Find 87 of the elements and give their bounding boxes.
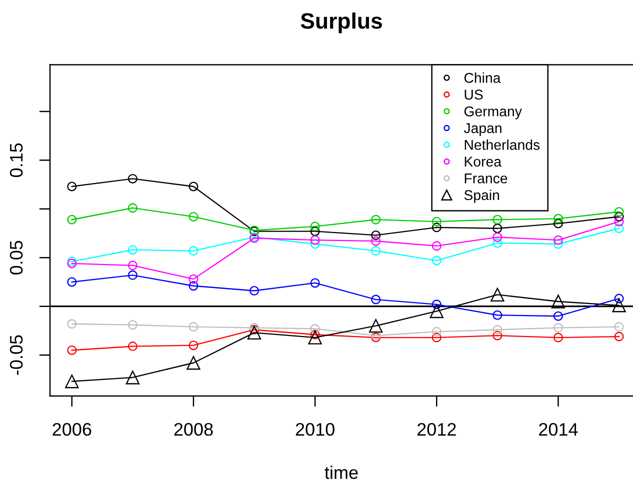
legend-label: Japan [464, 123, 502, 136]
point [492, 224, 502, 234]
point [67, 214, 77, 224]
point [308, 330, 322, 344]
point [247, 326, 262, 340]
point [371, 230, 381, 240]
x-tick-label: 2008 [174, 423, 213, 436]
point [310, 239, 320, 249]
point [371, 214, 381, 224]
point [492, 330, 502, 340]
point [188, 246, 198, 256]
y-tick-label: -0.05 [10, 335, 23, 375]
point [128, 203, 138, 213]
point [492, 232, 502, 242]
point [614, 332, 624, 342]
point [371, 246, 381, 256]
point [186, 356, 200, 370]
point [551, 294, 566, 308]
point [371, 236, 381, 246]
point [432, 326, 442, 336]
point [492, 324, 502, 334]
point [553, 214, 563, 224]
point [310, 235, 320, 245]
point [128, 270, 138, 280]
x-axis-title: time [324, 466, 358, 480]
point [65, 374, 79, 388]
x-tick-label: 2012 [417, 423, 456, 436]
point [126, 370, 140, 384]
point [614, 212, 624, 222]
point [553, 235, 563, 245]
point [553, 332, 563, 342]
point [432, 241, 442, 251]
point [67, 182, 77, 192]
point [310, 278, 320, 288]
point [430, 304, 444, 318]
legend-label: US [464, 90, 483, 100]
point [492, 214, 502, 224]
chart-title: Surplus [300, 12, 382, 34]
point [432, 222, 442, 232]
legend-label: China [464, 72, 501, 83]
point [553, 323, 563, 333]
point [310, 222, 320, 232]
point [188, 212, 198, 222]
point [432, 300, 442, 310]
y-tick-label: 0.05 [10, 240, 23, 274]
point [188, 274, 198, 284]
point [612, 298, 626, 312]
point [614, 322, 624, 332]
point [67, 277, 77, 287]
point [432, 256, 442, 266]
point [371, 294, 381, 304]
point [614, 216, 624, 226]
point [553, 311, 563, 321]
legend-label: France [464, 174, 508, 184]
point [614, 207, 624, 217]
point [614, 224, 624, 234]
point [310, 324, 320, 334]
x-tick-label: 2014 [539, 423, 578, 436]
point [188, 340, 198, 350]
y-tick-label: 0.15 [10, 143, 23, 178]
point [553, 218, 563, 228]
legend-label: Korea [464, 156, 502, 167]
point [128, 320, 138, 330]
point [188, 182, 198, 192]
legend-label: Spain [464, 190, 500, 203]
point [128, 174, 138, 184]
point [490, 288, 504, 302]
point [614, 294, 624, 304]
point [553, 239, 563, 249]
legend-label: Germany [464, 106, 522, 120]
point [188, 322, 198, 332]
point [188, 281, 198, 291]
point [128, 260, 138, 270]
legend-label: Netherlands [464, 139, 540, 150]
point [432, 216, 442, 226]
point [250, 286, 260, 296]
point [432, 332, 442, 342]
point [492, 310, 502, 320]
point [128, 245, 138, 255]
x-tick-label: 2006 [52, 423, 92, 436]
point [67, 345, 77, 355]
x-tick-label: 2010 [296, 423, 334, 436]
point [67, 319, 77, 329]
point [310, 226, 320, 236]
point [492, 238, 502, 248]
point [128, 342, 138, 352]
point [369, 319, 383, 333]
